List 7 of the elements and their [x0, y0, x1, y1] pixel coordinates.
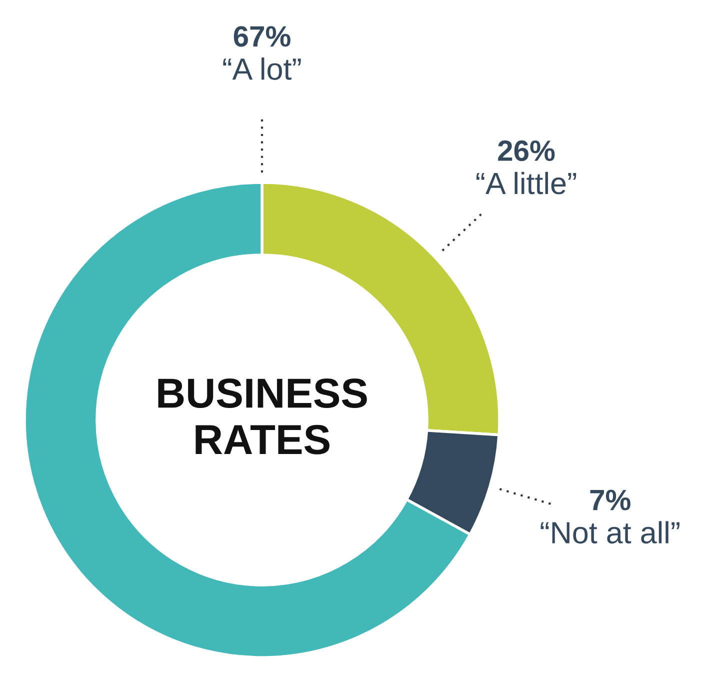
slice-label: “A lot”	[223, 58, 301, 80]
slice-label: “A little”	[476, 172, 576, 194]
text: BUSINESS RATES	[158, 378, 367, 454]
data-label: 67%	[234, 26, 290, 47]
data-label: 7%	[590, 490, 630, 510]
slice-label: “Not at all”	[540, 521, 680, 544]
data-label: 26%	[498, 140, 555, 162]
